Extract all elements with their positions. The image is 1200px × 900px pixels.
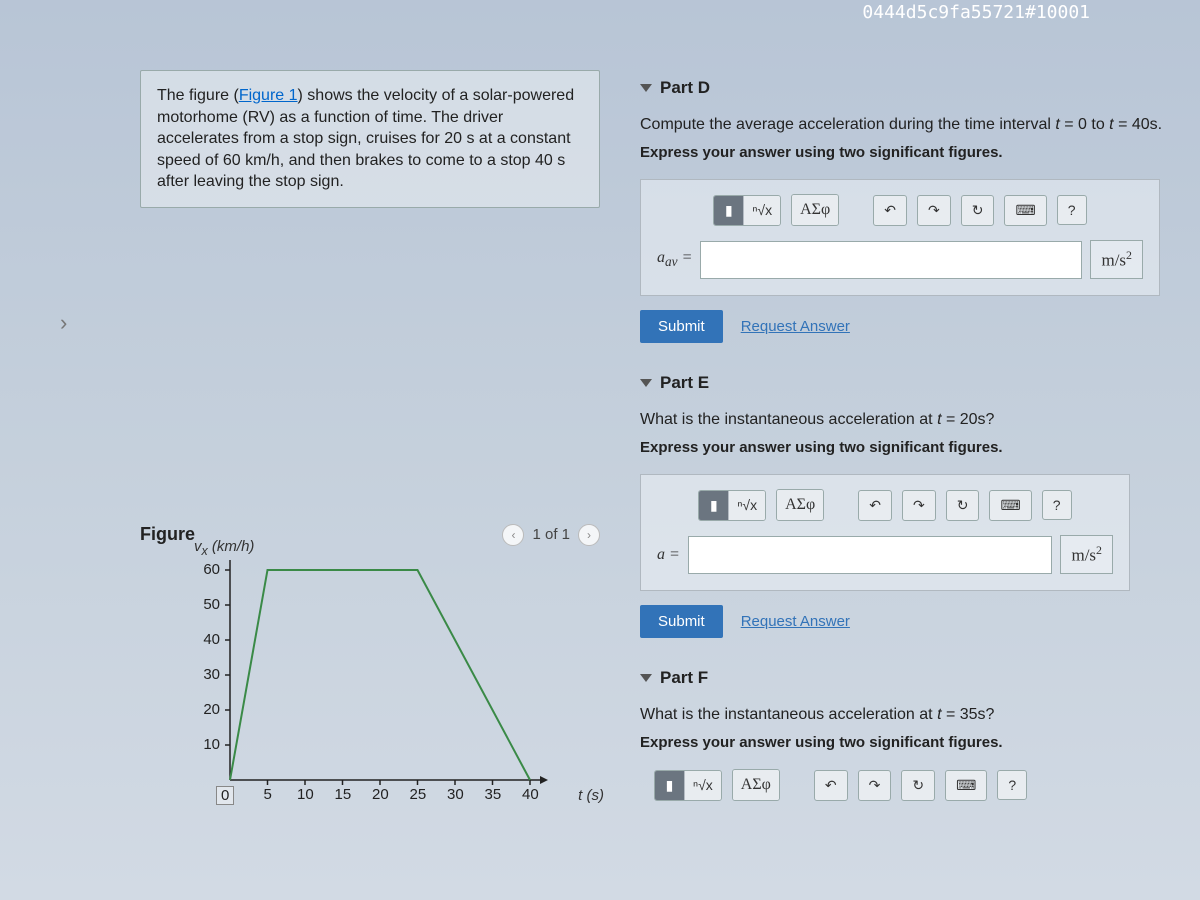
part-f-title: Part F: [660, 668, 708, 688]
figure-title: Figure: [140, 524, 195, 545]
chart-ytick: 20: [203, 701, 220, 718]
part-e-section: Part E What is the instantaneous acceler…: [640, 365, 1200, 638]
part-d-answer-box: ▮ ⁿ√x ΑΣφ ↶ ↷ ↻ ⌨ ? aav = m/s2: [640, 179, 1160, 296]
chart-xtick: 40: [522, 786, 539, 803]
chart-xtick: 35: [485, 786, 502, 803]
templates-button[interactable]: ▮: [714, 196, 744, 225]
chart-xtick: 5: [264, 786, 272, 803]
reset-button[interactable]: ↻: [901, 770, 935, 801]
sqrt-button[interactable]: ⁿ√x: [744, 196, 780, 225]
part-f-question: What is the instantaneous acceleration a…: [640, 704, 1200, 726]
velocity-chart: vx (km/h) t (s) 102030405060510152025303…: [200, 560, 560, 810]
part-e-answer-box: ▮ ⁿ√x ΑΣφ ↶ ↷ ↻ ⌨ ? a = m/s2: [640, 474, 1130, 591]
part-e-answer-input[interactable]: [688, 536, 1053, 574]
chart-ytick: 60: [203, 561, 220, 578]
collapse-chevron-icon[interactable]: ›: [60, 310, 67, 336]
redo-button[interactable]: ↷: [917, 195, 951, 226]
chart-ytick: 10: [203, 736, 220, 753]
help-button[interactable]: ?: [1057, 195, 1087, 225]
intro-prefix: The figure (: [157, 87, 239, 104]
help-button[interactable]: ?: [1042, 490, 1072, 520]
figure-pager: ‹ 1 of 1 ›: [502, 524, 600, 546]
part-d-header[interactable]: Part D: [640, 70, 1200, 114]
reset-button[interactable]: ↻: [946, 490, 980, 521]
chart-ytick: 50: [203, 596, 220, 613]
keyboard-button[interactable]: ⌨: [989, 490, 1031, 521]
redo-button[interactable]: ↷: [902, 490, 936, 521]
part-e-request-answer-link[interactable]: Request Answer: [741, 613, 850, 630]
part-d-submit-button[interactable]: Submit: [640, 310, 723, 343]
figure-link[interactable]: Figure 1: [239, 87, 298, 104]
part-d-section: Part D Compute the average acceleration …: [640, 70, 1200, 343]
part-d-var-label: aav =: [657, 249, 692, 270]
part-e-question: What is the instantaneous acceleration a…: [640, 409, 1200, 431]
part-e-instruction: Express your answer using two significan…: [640, 439, 1200, 456]
part-e-header[interactable]: Part E: [640, 365, 1200, 409]
symbols-button[interactable]: ΑΣφ: [792, 195, 838, 225]
chart-xtick: 15: [335, 786, 352, 803]
part-e-submit-button[interactable]: Submit: [640, 605, 723, 638]
part-d-unit: m/s2: [1090, 240, 1143, 279]
undo-button[interactable]: ↶: [873, 195, 907, 226]
part-d-question: Compute the average acceleration during …: [640, 114, 1200, 136]
problem-intro: The figure (Figure 1) shows the velocity…: [140, 70, 600, 208]
help-button[interactable]: ?: [997, 770, 1027, 800]
collapse-icon: [640, 84, 652, 92]
keyboard-button[interactable]: ⌨: [945, 770, 987, 801]
figure-pager-label: 1 of 1: [532, 526, 570, 543]
part-f-section: Part F What is the instantaneous acceler…: [640, 660, 1200, 801]
sqrt-button[interactable]: ⁿ√x: [729, 491, 765, 520]
chart-xtick: 25: [410, 786, 427, 803]
symbols-button[interactable]: ΑΣφ: [733, 770, 779, 800]
chart-origin: 0: [216, 786, 234, 805]
chart-xtick: 20: [372, 786, 389, 803]
chart-xtick: 30: [447, 786, 464, 803]
equation-toolbar: ▮ ⁿ√x ΑΣφ ↶ ↷ ↻ ⌨ ?: [654, 769, 1200, 801]
url-fragment: 0444d5c9fa55721#10001: [862, 2, 1090, 23]
chart-ytick: 30: [203, 666, 220, 683]
sqrt-button[interactable]: ⁿ√x: [685, 771, 721, 800]
part-e-title: Part E: [660, 373, 709, 393]
symbols-button[interactable]: ΑΣφ: [777, 490, 823, 520]
chart-ytick: 40: [203, 631, 220, 648]
part-e-unit: m/s2: [1060, 535, 1113, 574]
figure-panel: Figure ‹ 1 of 1 › vx (km/h) t (s) 102030…: [140, 518, 600, 810]
equation-toolbar: ▮ ⁿ√x ΑΣφ ↶ ↷ ↻ ⌨ ?: [657, 194, 1143, 226]
figure-next-button[interactable]: ›: [578, 524, 600, 546]
part-d-title: Part D: [660, 78, 710, 98]
part-f-instruction: Express your answer using two significan…: [640, 734, 1200, 751]
chart-xlabel: t (s): [578, 787, 604, 804]
equation-toolbar: ▮ ⁿ√x ΑΣφ ↶ ↷ ↻ ⌨ ?: [657, 489, 1113, 521]
part-d-instruction: Express your answer using two significan…: [640, 144, 1200, 161]
undo-button[interactable]: ↶: [814, 770, 848, 801]
chart-ylabel: vx (km/h): [194, 538, 254, 558]
collapse-icon: [640, 674, 652, 682]
templates-button[interactable]: ▮: [655, 771, 685, 800]
redo-button[interactable]: ↷: [858, 770, 892, 801]
templates-button[interactable]: ▮: [699, 491, 729, 520]
part-e-var-label: a =: [657, 546, 680, 564]
keyboard-button[interactable]: ⌨: [1004, 195, 1046, 226]
chart-xtick: 10: [297, 786, 314, 803]
part-d-answer-input[interactable]: [700, 241, 1082, 279]
part-f-header[interactable]: Part F: [640, 660, 1200, 704]
reset-button[interactable]: ↻: [961, 195, 995, 226]
undo-button[interactable]: ↶: [858, 490, 892, 521]
part-d-request-answer-link[interactable]: Request Answer: [741, 318, 850, 335]
collapse-icon: [640, 379, 652, 387]
figure-prev-button[interactable]: ‹: [502, 524, 524, 546]
